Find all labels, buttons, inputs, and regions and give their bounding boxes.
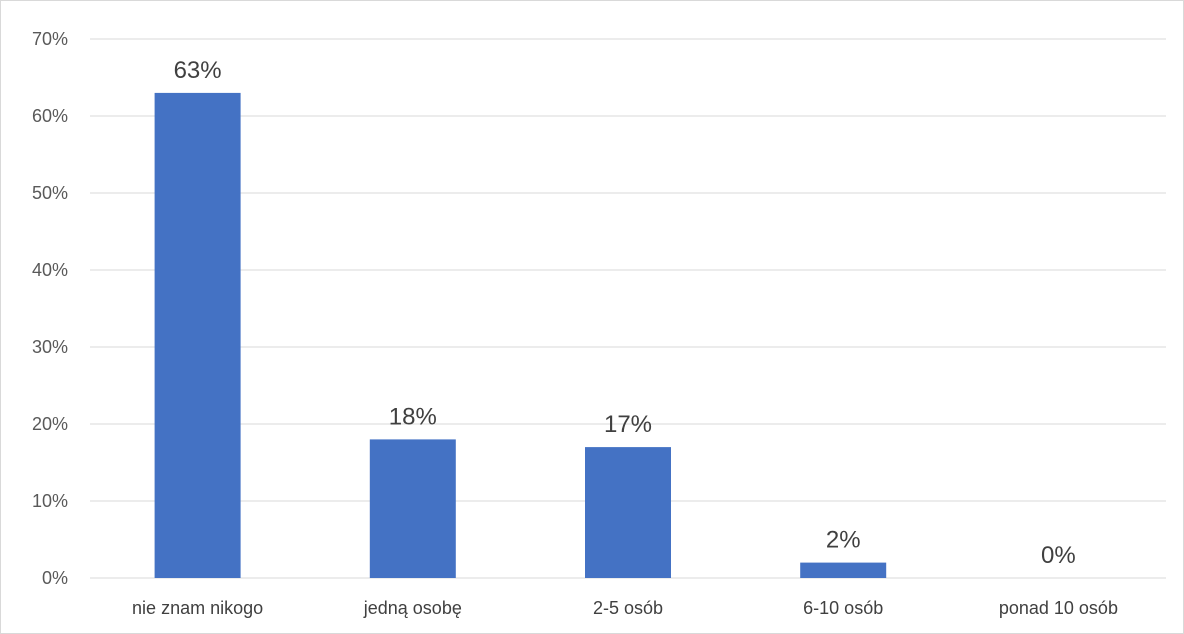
bar: [154, 92, 241, 579]
bar: [369, 439, 456, 578]
y-tick-label: 20%: [32, 414, 68, 434]
y-tick-label: 60%: [32, 106, 68, 126]
y-tick-label: 10%: [32, 491, 68, 511]
bar: [585, 447, 671, 578]
data-label: 18%: [389, 403, 437, 430]
bar: [800, 562, 887, 578]
data-label: 17%: [604, 411, 652, 438]
data-label: 2%: [826, 527, 861, 554]
y-tick-label: 70%: [32, 29, 68, 49]
y-tick-label: 0%: [42, 568, 68, 588]
x-category-label: jedną osobę: [363, 598, 462, 618]
y-tick-label: 40%: [32, 260, 68, 280]
x-category-label: 2-5 osób: [593, 598, 663, 618]
data-label: 63%: [174, 57, 222, 84]
data-label: 0%: [1041, 542, 1076, 569]
y-tick-label: 50%: [32, 183, 68, 203]
x-category-label: 6-10 osób: [803, 598, 883, 618]
y-tick-label: 30%: [32, 337, 68, 357]
x-category-label: nie znam nikogo: [132, 598, 263, 618]
x-category-label: ponad 10 osób: [999, 598, 1118, 618]
